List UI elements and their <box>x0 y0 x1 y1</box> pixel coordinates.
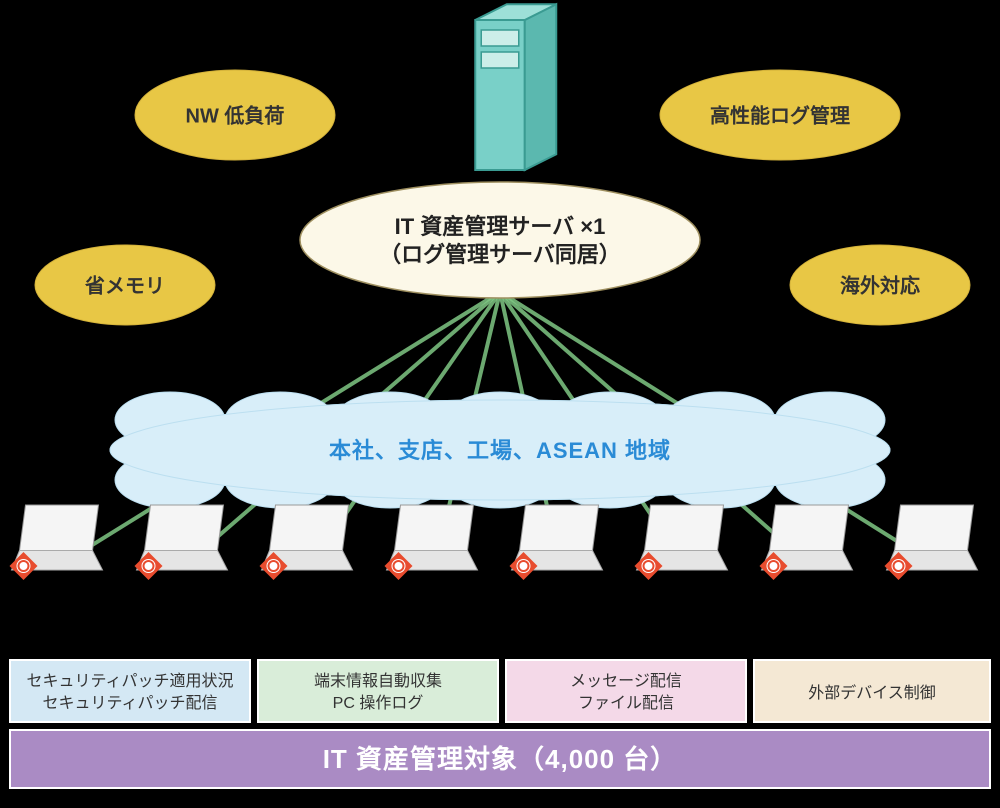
feature-ellipse-label: 高性能ログ管理 <box>710 103 850 127</box>
network-cloud-label: 本社、支店、工場、ASEAN 地域 <box>329 438 671 463</box>
feature-ellipse-log-mgmt: 高性能ログ管理 <box>660 70 900 160</box>
server-icon <box>475 4 556 170</box>
server-label: IT 資産管理サーバ ×1 （ログ管理サーバ同居） <box>300 182 700 298</box>
network-cloud: 本社、支店、工場、ASEAN 地域 <box>110 392 890 508</box>
feature-box-line2: PC 操作ログ <box>333 694 424 712</box>
feature-box-sec-patch: セキュリティパッチ適用状況セキュリティパッチ配信 <box>10 660 250 722</box>
feature-box-line1: 外部デバイス制御 <box>808 683 936 702</box>
feature-ellipse-label: 海外対応 <box>840 273 920 297</box>
laptop-icon <box>635 505 728 580</box>
laptop-icon <box>135 505 228 580</box>
footer-bar: IT 資産管理対象（4,000 台） <box>10 730 990 788</box>
diagram-svg: 本社、支店、工場、ASEAN 地域 IT 資産管理サーバ ×1 （ログ管理サーバ同居… <box>0 0 1000 808</box>
footer-label: IT 資産管理対象（4,000 台） <box>323 744 678 774</box>
feature-box-line1: 端末情報自動収集 <box>314 672 442 690</box>
feature-box-line2: ファイル配信 <box>578 694 674 712</box>
feature-ellipse-nw-load: NW 低負荷 <box>135 70 335 160</box>
feature-ellipse-overseas: 海外対応 <box>790 245 970 325</box>
feature-box-line1: セキュリティパッチ適用状況 <box>26 672 233 690</box>
laptop-icon <box>885 505 978 580</box>
diagram-stage: 本社、支店、工場、ASEAN 地域 IT 資産管理サーバ ×1 （ログ管理サーバ同居… <box>0 0 1000 808</box>
server-label-line1: IT 資産管理サーバ ×1 <box>395 214 606 239</box>
feature-ellipse-label: NW 低負荷 <box>186 103 285 127</box>
laptop-icon <box>385 505 478 580</box>
feature-box-line2: セキュリティパッチ配信 <box>42 694 217 712</box>
laptop-icon <box>10 505 103 580</box>
feature-box-terminal: 端末情報自動収集 PC 操作ログ <box>258 660 498 722</box>
feature-ellipse-label: 省メモリ <box>84 274 165 297</box>
feature-box-device: 外部デバイス制御 <box>754 660 990 722</box>
feature-box-message: メッセージ配信ファイル配信 <box>506 660 746 722</box>
laptop-icon <box>260 505 353 580</box>
feature-ellipse-memory: 省メモリ <box>35 245 215 325</box>
laptop-icon <box>760 505 853 580</box>
laptop-icon <box>510 505 603 580</box>
server-label-line2: （ログ管理サーバ同居） <box>379 242 621 267</box>
feature-box-line1: メッセージ配信 <box>570 672 682 690</box>
